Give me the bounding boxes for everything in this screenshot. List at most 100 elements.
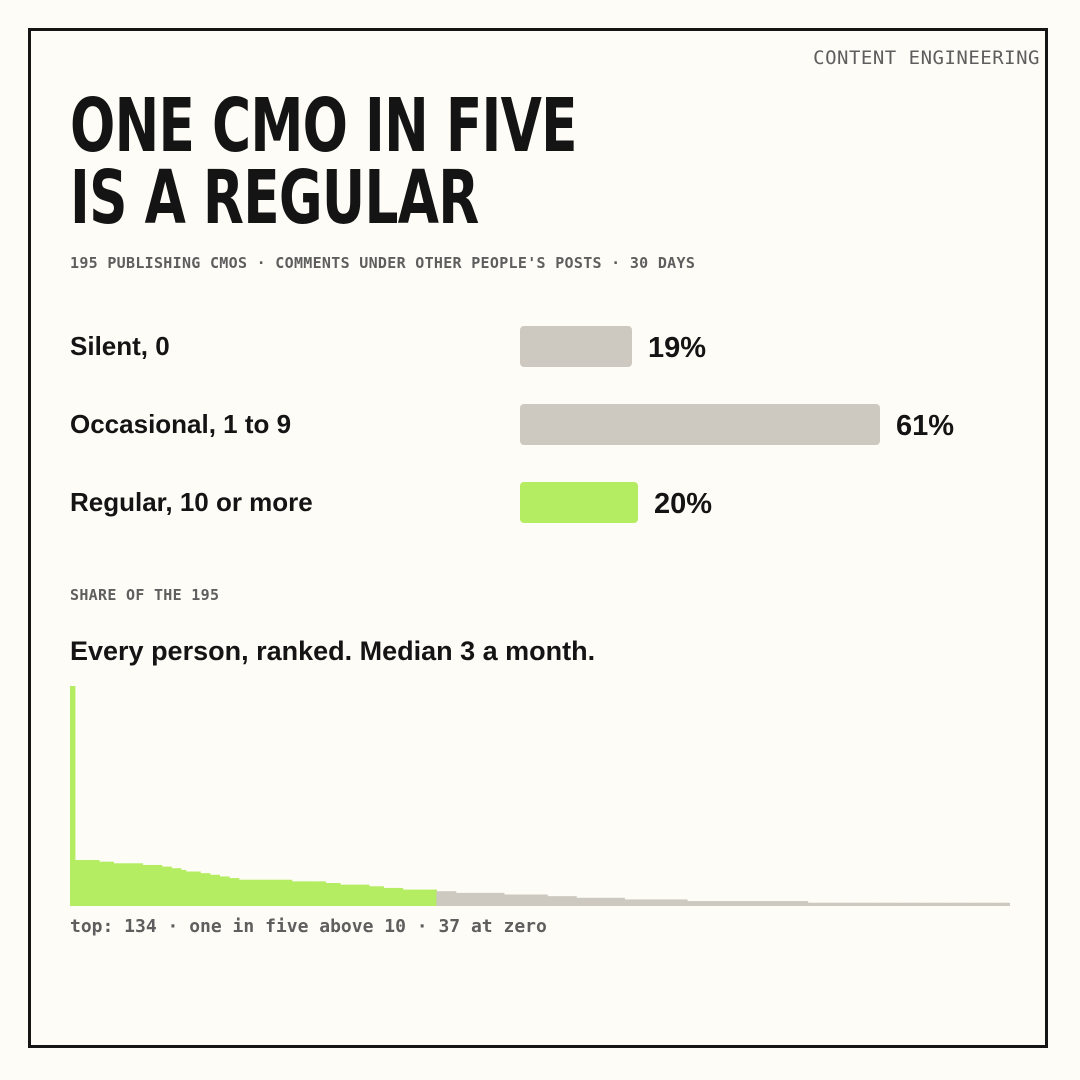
rank-bar: [841, 902, 847, 906]
rank-bar: [638, 899, 645, 906]
rank-bar: [966, 902, 973, 906]
rank-bar: [200, 873, 206, 906]
rank-bar: [711, 901, 717, 906]
rank-bar: [600, 897, 606, 906]
rank-bar: [513, 894, 519, 906]
rank-bar: [956, 902, 963, 906]
rank-bar: [527, 894, 534, 906]
rank-bar: [629, 899, 635, 906]
rank-bar: [291, 881, 298, 906]
rank-bar: [846, 902, 852, 906]
rank-bar: [908, 902, 915, 906]
rank-bar: [981, 902, 987, 906]
rank-bar: [537, 894, 544, 906]
rank-bar: [735, 901, 741, 906]
rank-bar: [667, 899, 674, 906]
rank-bar: [431, 889, 437, 906]
rank-bar: [942, 902, 948, 906]
rank-bar: [749, 901, 756, 906]
rank-bar: [455, 892, 462, 906]
rank-bar: [889, 902, 895, 906]
rank-bar: [894, 902, 900, 906]
headline: ONE CMO IN FIVE IS A REGULAR: [70, 83, 774, 235]
rank-bar: [282, 879, 288, 906]
rank-bar: [238, 879, 245, 906]
rank-bar: [870, 902, 876, 906]
rank-bar: [990, 902, 997, 906]
rank-bar: [195, 871, 201, 906]
rank-bar: [465, 892, 471, 906]
rank-bar: [850, 902, 857, 906]
rank-bar: [822, 902, 828, 906]
rank-bar: [903, 902, 910, 906]
rank-bar: [691, 901, 698, 906]
headline-line-1: ONE CMO IN FIVE: [70, 83, 578, 169]
rank-bar: [118, 863, 124, 906]
rank-bar: [913, 902, 920, 906]
rank-bar: [330, 883, 336, 906]
rank-bar: [364, 884, 370, 906]
rank-bar: [614, 897, 621, 906]
rank-bar: [624, 899, 630, 906]
rank-bar: [436, 891, 442, 906]
rank-bar: [296, 881, 302, 906]
rank-bar: [768, 901, 775, 906]
rank-bar: [706, 901, 712, 906]
rank-bar: [460, 892, 466, 906]
rank-bar: [571, 896, 577, 906]
rank-bar: [687, 901, 693, 906]
rank-bar: [985, 902, 992, 906]
rank-bar: [576, 897, 582, 906]
rank-bar: [190, 871, 196, 906]
rank-bar: [503, 894, 510, 906]
rank-bar: [672, 899, 678, 906]
bar-label-silent: Silent, 0: [70, 331, 170, 361]
rank-bar: [995, 902, 1001, 906]
rank-bar: [879, 902, 886, 906]
rank-bar: [113, 863, 119, 906]
subtitle: 195 PUBLISHING CMOS · COMMENTS UNDER OTH…: [70, 254, 696, 272]
rank-bar: [224, 876, 230, 906]
rank-bar: [508, 894, 515, 906]
rank-bar: [421, 889, 428, 906]
rank-bar: [378, 886, 384, 906]
rank-bar: [185, 871, 192, 906]
rank-bar: [865, 902, 871, 906]
rank-bar: [277, 879, 283, 906]
rank-bar: [494, 892, 500, 906]
rank-bar: [156, 864, 163, 906]
rank-bar: [788, 901, 794, 906]
rank-bar: [373, 886, 380, 906]
bar-occasional: [520, 404, 880, 445]
rank-bar: [701, 901, 707, 906]
rank-bar: [392, 887, 399, 906]
rank-bar: [682, 899, 688, 906]
rank-bar: [301, 881, 307, 906]
chart-footnote: top: 134 · one in five above 10 · 37 at …: [70, 916, 547, 937]
rank-bar: [566, 896, 572, 906]
rank-bar: [947, 902, 953, 906]
rank-bar: [214, 874, 221, 906]
rank-bar: [176, 868, 182, 906]
rank-bar: [928, 902, 934, 906]
rank-bar: [70, 686, 76, 906]
rank-bar: [258, 879, 264, 906]
rank-bar: [855, 902, 862, 906]
rank-bar: [802, 901, 809, 906]
rank-bar: [662, 899, 669, 906]
rank-bar: [171, 868, 177, 906]
rank-bar: [426, 889, 433, 906]
rank-bar: [952, 902, 958, 906]
rank-bar: [1000, 902, 1006, 906]
rank-bar: [470, 892, 476, 906]
bar-label-occasional: Occasional, 1 to 9: [70, 409, 292, 439]
rank-bar: [648, 899, 654, 906]
rank-bar: [262, 879, 269, 906]
rank-bar: [84, 860, 90, 906]
rank-bar: [961, 902, 968, 906]
rank-bar: [561, 896, 568, 906]
rank-bar: [797, 901, 804, 906]
rank-bar: [923, 902, 929, 906]
rank-bar: [547, 896, 553, 906]
bar-value-occasional: 61%: [896, 410, 955, 442]
